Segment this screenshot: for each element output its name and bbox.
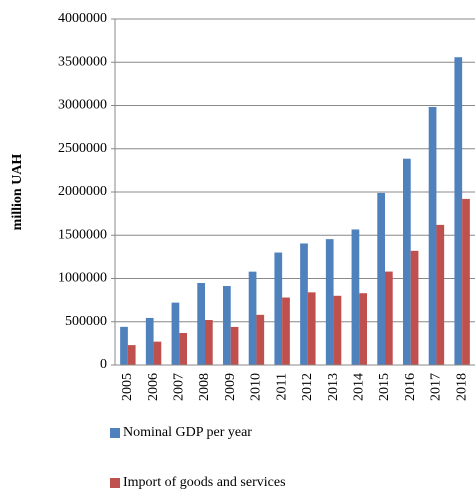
y-axis-label: million UAH <box>10 154 25 231</box>
bar <box>197 282 205 365</box>
bar <box>205 320 213 365</box>
legend-swatch <box>110 478 120 488</box>
y-tick-label: 500000 <box>65 314 107 329</box>
bar <box>171 302 180 365</box>
bar <box>145 317 154 365</box>
bar <box>120 326 128 365</box>
x-tick-label: 2013 <box>326 373 341 401</box>
x-tick-label: 2006 <box>146 373 161 401</box>
x-tick-label: 2018 <box>454 373 469 401</box>
x-tick-label: 2010 <box>249 373 264 401</box>
bar <box>248 271 257 365</box>
bar <box>410 250 419 365</box>
bar <box>153 341 162 365</box>
bar <box>333 295 342 365</box>
x-tick-label: 2011 <box>274 373 289 400</box>
bar <box>179 332 187 365</box>
x-tick-label: 2016 <box>403 373 418 401</box>
bar <box>436 224 445 365</box>
bar <box>230 326 239 365</box>
y-tick-label: 4000000 <box>58 11 107 26</box>
x-tick-label: 2014 <box>352 373 367 401</box>
bar <box>307 292 316 365</box>
y-tick-label: 3000000 <box>58 98 107 113</box>
y-tick-label: 0 <box>100 357 107 372</box>
bar <box>377 192 385 365</box>
y-tick-label: 2000000 <box>58 184 107 199</box>
bar <box>359 293 367 365</box>
x-tick-label: 2005 <box>120 373 135 401</box>
legend-swatch <box>110 428 120 438</box>
y-tick-label: 2500000 <box>58 141 107 156</box>
x-tick-label: 2009 <box>223 373 238 401</box>
bar <box>127 345 136 365</box>
x-tick-label: 2015 <box>377 373 392 401</box>
x-tick-label: 2012 <box>300 373 315 401</box>
bar <box>325 239 334 365</box>
x-tick-label: 2008 <box>197 373 212 401</box>
legend-label: Import of goods and services <box>123 475 286 490</box>
bar <box>385 271 393 365</box>
x-tick-label: 2007 <box>172 373 187 401</box>
legend-label: Nominal GDP per year <box>123 425 252 440</box>
bar <box>454 57 463 365</box>
bar <box>282 297 290 365</box>
bar <box>428 106 437 366</box>
bar <box>274 252 283 365</box>
y-tick-label: 3500000 <box>58 54 107 69</box>
bar <box>403 158 411 365</box>
y-tick-label: 1000000 <box>58 271 107 286</box>
bar <box>223 286 231 365</box>
bar <box>462 198 470 365</box>
y-tick-label: 1500000 <box>58 227 107 242</box>
bar <box>351 229 360 365</box>
bar <box>300 243 308 365</box>
x-tick-label: 2017 <box>429 373 444 401</box>
bar <box>256 314 265 365</box>
